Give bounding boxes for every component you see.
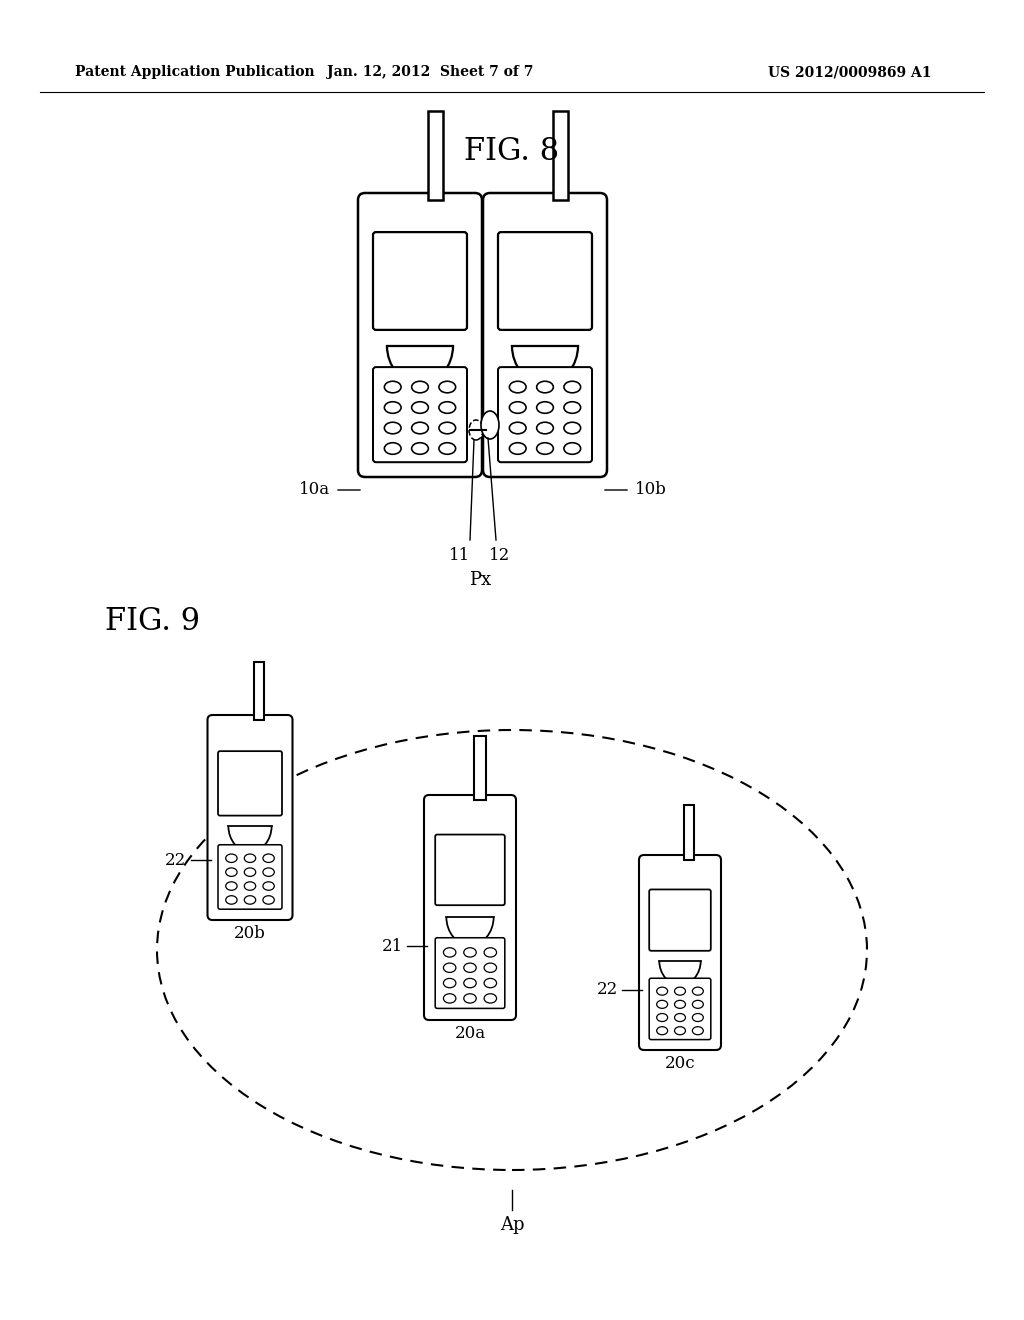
FancyBboxPatch shape — [474, 735, 485, 800]
Text: US 2012/0009869 A1: US 2012/0009869 A1 — [768, 65, 932, 79]
FancyBboxPatch shape — [639, 855, 721, 1049]
FancyBboxPatch shape — [358, 193, 482, 477]
FancyBboxPatch shape — [254, 661, 264, 719]
Ellipse shape — [412, 401, 428, 413]
Ellipse shape — [225, 854, 238, 862]
Ellipse shape — [692, 1014, 703, 1022]
Ellipse shape — [537, 442, 553, 454]
Ellipse shape — [443, 978, 456, 987]
Ellipse shape — [675, 1001, 685, 1008]
Ellipse shape — [384, 422, 401, 434]
Text: 21: 21 — [382, 937, 403, 954]
Text: 12: 12 — [489, 546, 511, 564]
Ellipse shape — [464, 994, 476, 1003]
Ellipse shape — [656, 1001, 668, 1008]
FancyBboxPatch shape — [424, 795, 516, 1020]
Text: Patent Application Publication: Patent Application Publication — [75, 65, 314, 79]
Ellipse shape — [692, 1027, 703, 1035]
Ellipse shape — [537, 422, 553, 434]
Ellipse shape — [412, 422, 428, 434]
Ellipse shape — [484, 948, 497, 957]
Ellipse shape — [656, 1027, 668, 1035]
Text: 22: 22 — [597, 981, 618, 998]
Ellipse shape — [245, 854, 256, 862]
Ellipse shape — [509, 422, 526, 434]
Ellipse shape — [263, 854, 274, 862]
Ellipse shape — [656, 987, 668, 995]
Ellipse shape — [245, 882, 256, 890]
Ellipse shape — [484, 978, 497, 987]
FancyBboxPatch shape — [649, 978, 711, 1040]
Ellipse shape — [509, 381, 526, 393]
Ellipse shape — [564, 442, 581, 454]
Ellipse shape — [225, 869, 238, 876]
FancyBboxPatch shape — [435, 834, 505, 906]
Text: 10a: 10a — [299, 482, 330, 499]
Ellipse shape — [509, 401, 526, 413]
Ellipse shape — [412, 381, 428, 393]
Ellipse shape — [464, 964, 476, 973]
Ellipse shape — [245, 896, 256, 904]
Text: FIG. 9: FIG. 9 — [105, 606, 200, 638]
Ellipse shape — [509, 442, 526, 454]
Ellipse shape — [464, 978, 476, 987]
Ellipse shape — [245, 869, 256, 876]
FancyBboxPatch shape — [428, 111, 443, 201]
Text: Ap: Ap — [500, 1216, 524, 1234]
Text: 11: 11 — [450, 546, 471, 564]
Ellipse shape — [439, 381, 456, 393]
Ellipse shape — [443, 964, 456, 973]
Ellipse shape — [384, 381, 401, 393]
Ellipse shape — [675, 987, 685, 995]
Ellipse shape — [675, 1027, 685, 1035]
Ellipse shape — [225, 882, 238, 890]
Ellipse shape — [564, 381, 581, 393]
Ellipse shape — [537, 401, 553, 413]
Ellipse shape — [412, 442, 428, 454]
Ellipse shape — [656, 1014, 668, 1022]
Ellipse shape — [484, 964, 497, 973]
Ellipse shape — [439, 401, 456, 413]
Ellipse shape — [439, 442, 456, 454]
Ellipse shape — [692, 987, 703, 995]
Ellipse shape — [384, 442, 401, 454]
Text: FIG. 8: FIG. 8 — [465, 136, 559, 168]
Ellipse shape — [564, 401, 581, 413]
Text: Px: Px — [469, 572, 492, 589]
Ellipse shape — [263, 869, 274, 876]
Ellipse shape — [675, 1014, 685, 1022]
Text: Jan. 12, 2012  Sheet 7 of 7: Jan. 12, 2012 Sheet 7 of 7 — [327, 65, 534, 79]
FancyBboxPatch shape — [483, 193, 607, 477]
Text: 22: 22 — [165, 851, 186, 869]
Ellipse shape — [384, 401, 401, 413]
Ellipse shape — [481, 411, 499, 440]
Ellipse shape — [443, 994, 456, 1003]
FancyBboxPatch shape — [208, 715, 293, 920]
Ellipse shape — [464, 948, 476, 957]
FancyBboxPatch shape — [649, 890, 711, 950]
Text: 20c: 20c — [665, 1055, 695, 1072]
FancyBboxPatch shape — [373, 232, 467, 330]
Ellipse shape — [439, 422, 456, 434]
FancyBboxPatch shape — [553, 111, 568, 201]
Ellipse shape — [263, 896, 274, 904]
FancyBboxPatch shape — [435, 937, 505, 1008]
Ellipse shape — [564, 422, 581, 434]
Ellipse shape — [484, 994, 497, 1003]
Ellipse shape — [263, 882, 274, 890]
Ellipse shape — [469, 420, 483, 440]
FancyBboxPatch shape — [498, 232, 592, 330]
FancyBboxPatch shape — [218, 845, 282, 909]
Text: 10b: 10b — [635, 482, 667, 499]
Ellipse shape — [443, 948, 456, 957]
Ellipse shape — [537, 381, 553, 393]
FancyBboxPatch shape — [498, 367, 592, 462]
FancyBboxPatch shape — [218, 751, 282, 816]
Text: 20b: 20b — [234, 924, 266, 941]
FancyBboxPatch shape — [373, 367, 467, 462]
FancyBboxPatch shape — [684, 804, 693, 861]
Text: 20a: 20a — [455, 1024, 485, 1041]
Ellipse shape — [692, 1001, 703, 1008]
Ellipse shape — [225, 896, 238, 904]
